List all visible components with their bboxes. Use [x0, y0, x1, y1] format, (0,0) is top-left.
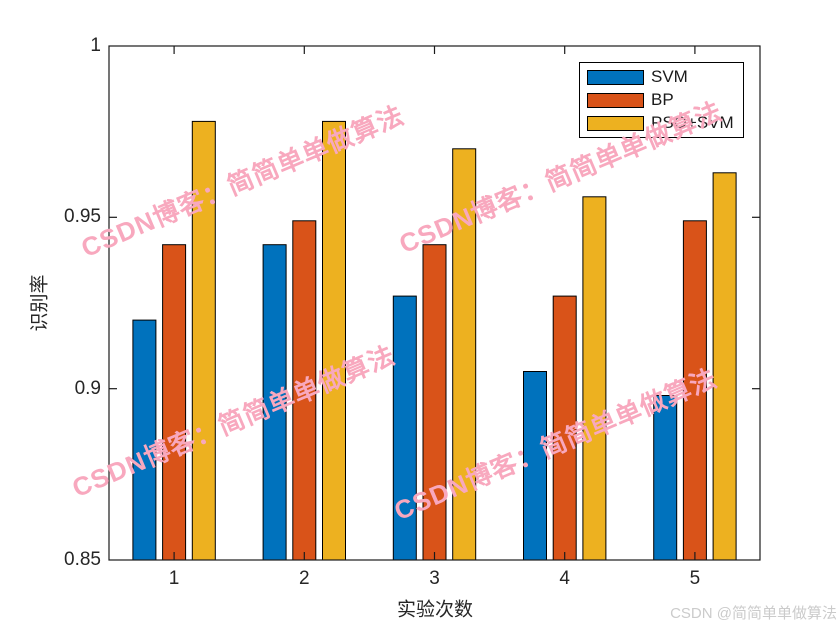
legend-label-bp: BP [651, 90, 674, 109]
bar-bp-4 [552, 295, 577, 561]
legend-swatch-bp [587, 92, 644, 108]
bar-pso-svm-4 [582, 196, 607, 561]
bar-pso-svm-2 [322, 120, 346, 561]
bar-bp-2 [292, 220, 317, 561]
bar-pso-svm-1 [191, 120, 216, 561]
bar-bp-5 [682, 220, 707, 561]
bar-bp-1 [162, 244, 187, 561]
bar-svm-4 [523, 371, 547, 561]
legend-item-pso-svm: PSO+SVM [580, 112, 743, 135]
legend: SVM BP PSO+SVM [579, 62, 744, 138]
legend-item-svm: SVM [580, 66, 743, 89]
legend-label-pso-svm: PSO+SVM [651, 113, 734, 132]
legend-label-svm: SVM [651, 67, 688, 86]
bar-pso-svm-5 [712, 172, 737, 561]
bar-svm-5 [653, 395, 678, 561]
legend-swatch-svm [587, 69, 644, 85]
legend-swatch-pso-svm [587, 115, 644, 131]
csdn-credit: CSDN @简简单单做算法 [670, 605, 837, 622]
bar-svm-3 [392, 295, 417, 561]
bar-svm-2 [262, 244, 287, 561]
legend-item-bp: BP [580, 89, 743, 112]
bar-pso-svm-3 [452, 148, 477, 561]
bar-bp-3 [422, 244, 447, 561]
x-axis-label: 实验次数 [396, 599, 474, 621]
bar-svm-1 [132, 319, 157, 561]
